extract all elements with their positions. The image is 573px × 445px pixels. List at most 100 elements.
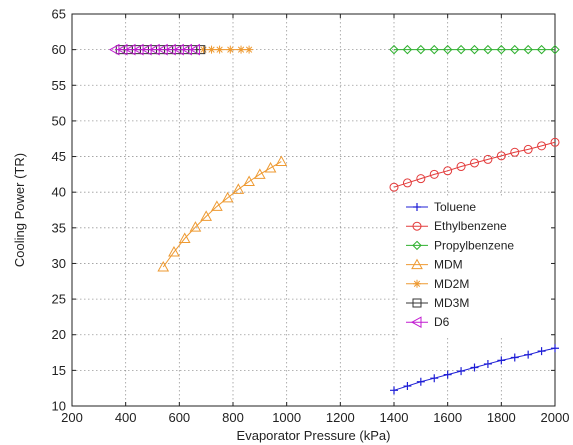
data-point-md2m <box>207 45 216 54</box>
series-ethylbenzene <box>389 137 560 192</box>
data-point-mdm <box>178 232 191 244</box>
data-point-mdm <box>168 246 180 257</box>
x-tick-label: 1400 <box>380 410 409 425</box>
legend-label: Propylbenzene <box>434 238 514 252</box>
data-point-propylbenzene <box>402 44 413 55</box>
data-point-propylbenzene <box>429 44 439 55</box>
y-tick-label: 15 <box>52 363 66 378</box>
legend-item-propylbenzene: Propylbenzene <box>406 238 514 252</box>
data-point-ethylbenzene <box>523 144 533 154</box>
data-point-ethylbenzene <box>443 166 453 176</box>
data-point-propylbenzene <box>536 44 547 55</box>
data-point-toluene <box>403 382 412 391</box>
axis-ticks: 200 400 600 800 1000 1200 1400 1600 1800 2000 10 15… <box>52 7 570 426</box>
data-point-toluene <box>497 356 506 365</box>
y-tick-label: 55 <box>52 78 66 93</box>
series-toluene <box>390 344 559 395</box>
data-point-ethylbenzene <box>550 137 560 147</box>
data-point-propylbenzene <box>550 44 560 55</box>
data-point-toluene <box>457 367 466 376</box>
y-tick-label: 40 <box>52 185 66 200</box>
y-tick-label: 60 <box>52 42 66 57</box>
data-point-md2m <box>245 45 254 54</box>
data-point-ethylbenzene <box>483 154 493 164</box>
data-point-toluene <box>537 347 546 356</box>
legend-label: MDM <box>434 258 463 272</box>
legend-item-toluene: Toluene <box>406 200 476 214</box>
data-point-md2m <box>215 45 224 54</box>
series-propylbenzene <box>389 44 560 55</box>
data-point-propylbenzene <box>456 44 466 55</box>
data-point-md2m <box>226 45 235 54</box>
y-axis-title: Cooling Power (TR) <box>12 153 27 267</box>
series-line-ethylbenzene <box>393 141 556 188</box>
data-point-mdm <box>157 260 170 272</box>
x-tick-label: 600 <box>168 410 190 425</box>
legend-label: Toluene <box>434 200 476 214</box>
data-point-mdm <box>189 221 202 232</box>
data-point-ethylbenzene <box>510 147 520 157</box>
legend-marker <box>411 258 423 270</box>
data-point-ethylbenzene <box>402 178 412 188</box>
data-point-propylbenzene <box>523 44 533 55</box>
data-point-ethylbenzene <box>389 182 399 192</box>
x-tick-label: 1800 <box>487 410 516 425</box>
legend-marker <box>412 221 422 231</box>
data-point-propylbenzene <box>469 44 480 55</box>
data-point-toluene <box>551 344 559 353</box>
data-point-propylbenzene <box>483 44 493 55</box>
data-point-propylbenzene <box>416 44 426 55</box>
data-point-toluene <box>416 377 425 386</box>
data-point-mdm <box>211 200 223 211</box>
data-point-ethylbenzene <box>416 174 426 184</box>
data-point-toluene <box>443 370 452 379</box>
legend-label: MD3M <box>434 296 469 310</box>
x-tick-label: 800 <box>222 410 244 425</box>
y-tick-label: 50 <box>52 113 66 128</box>
data-point-d6 <box>189 43 200 56</box>
legend-item-d6: D6 <box>406 315 450 329</box>
data-point-ethylbenzene <box>470 158 479 168</box>
series-line-mdm <box>162 161 282 268</box>
legend-label: D6 <box>434 315 450 329</box>
y-tick-label: 20 <box>52 327 66 342</box>
y-tick-label: 10 <box>52 399 66 414</box>
data-point-propylbenzene <box>510 44 520 55</box>
legend-marker <box>412 298 422 308</box>
data-point-mdm <box>253 168 266 179</box>
data-point-mdm <box>243 175 255 186</box>
legend-item-mdm: MDM <box>406 258 463 272</box>
data-point-ethylbenzene <box>537 141 547 151</box>
legend-marker <box>412 240 422 251</box>
legend-marker <box>413 279 421 288</box>
x-tick-label: 400 <box>115 410 137 425</box>
data-point-toluene <box>390 386 398 395</box>
legend-item-ethylbenzene: Ethylbenzene <box>406 219 507 233</box>
series-md2m <box>199 45 254 54</box>
legend-label: MD2M <box>434 277 469 291</box>
data-point-md2m <box>199 45 208 54</box>
legend-marker <box>413 203 421 211</box>
series-mdm <box>157 155 288 272</box>
data-point-mdm <box>232 183 245 194</box>
data-point-toluene <box>483 359 492 368</box>
data-point-propylbenzene <box>496 44 507 55</box>
data-point-ethylbenzene <box>429 169 439 179</box>
data-point-toluene <box>470 363 479 372</box>
x-axis-title: Evaporator Pressure (kPa) <box>237 428 391 443</box>
y-tick-label: 30 <box>52 256 66 271</box>
y-tick-label: 45 <box>52 149 66 164</box>
data-point-md2m <box>237 45 246 54</box>
series-group <box>108 43 560 395</box>
x-tick-label: 200 <box>61 410 83 425</box>
legend: Toluene Ethylbenzene Propylbenzene MDM MD2M M… <box>397 195 551 337</box>
data-point-toluene <box>524 350 533 359</box>
plot-area <box>71 13 556 407</box>
x-tick-label: 1600 <box>433 410 462 425</box>
x-tick-label: 1000 <box>272 410 301 425</box>
data-point-ethylbenzene <box>456 162 466 172</box>
data-point-mdm <box>275 155 288 167</box>
legend-label: Ethylbenzene <box>434 219 507 233</box>
data-point-md3m <box>196 45 206 55</box>
